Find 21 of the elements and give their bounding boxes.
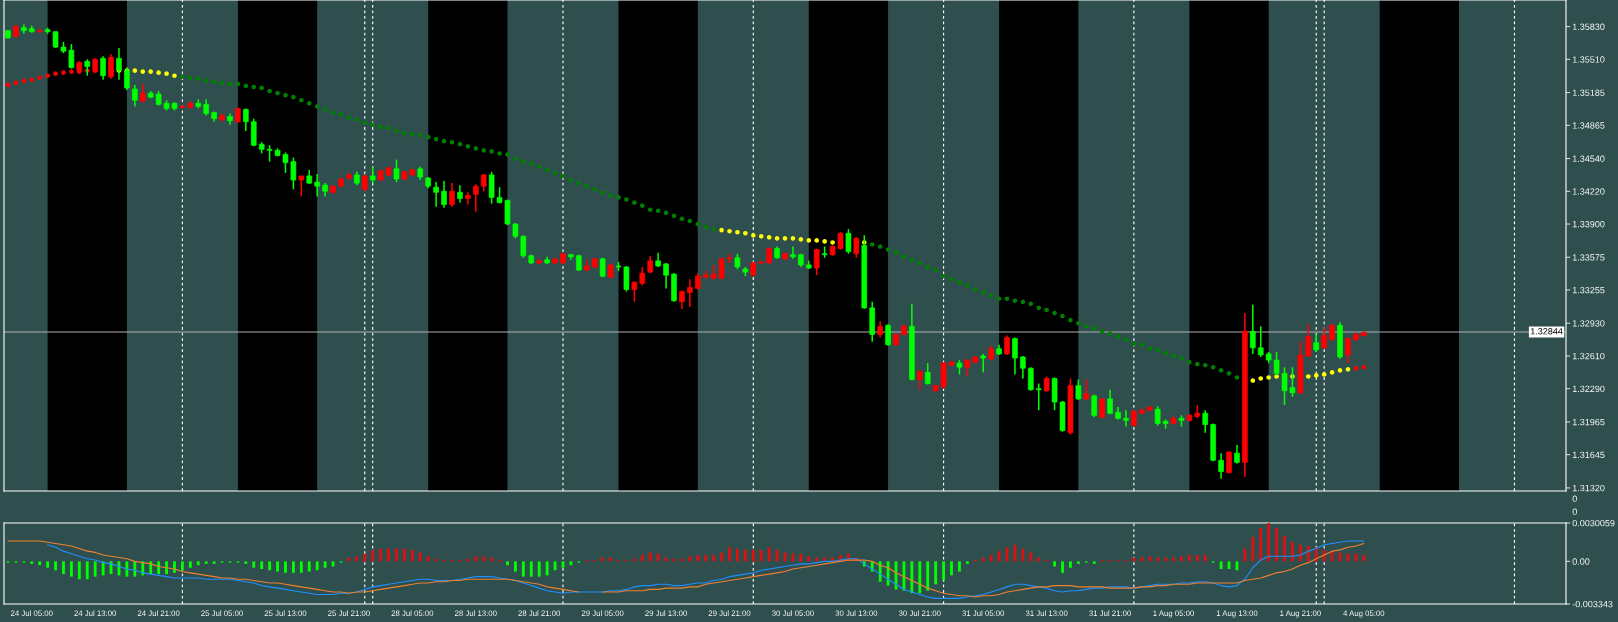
- y-tick-label: 1.34540: [1572, 155, 1605, 162]
- y-tick-label: 0.00: [1572, 558, 1590, 565]
- y-tick-label: 1.35510: [1572, 56, 1605, 63]
- y-tick-label: 1.34220: [1572, 188, 1605, 195]
- y-tick-label: 1.35185: [1572, 89, 1605, 96]
- y-tick-label: 1.31965: [1572, 418, 1605, 426]
- text: 0: [1572, 495, 1577, 502]
- y-tick-label: -0.003343: [1572, 600, 1613, 608]
- y-tick-label: 1.33575: [1572, 254, 1605, 261]
- y-tick-label: 1.31320: [1572, 484, 1605, 492]
- text: 0: [1572, 508, 1577, 515]
- y-tick-label: 1.35830: [1572, 23, 1605, 30]
- y-tick-label: 1.33900: [1572, 220, 1605, 228]
- y-tick-label: 1.32930: [1572, 320, 1605, 327]
- y-tick-label: 1.32610: [1572, 352, 1605, 360]
- y-tick-label: 1.34865: [1572, 122, 1605, 129]
- y-tick-label: 1.33255: [1572, 286, 1605, 294]
- ref-line-label: 1.32844: [1530, 328, 1563, 335]
- y-tick-label: 1.31645: [1572, 451, 1605, 459]
- y-tick-label: 1.32290: [1572, 385, 1605, 393]
- y-tick-label: 0.0030059: [1572, 519, 1615, 527]
